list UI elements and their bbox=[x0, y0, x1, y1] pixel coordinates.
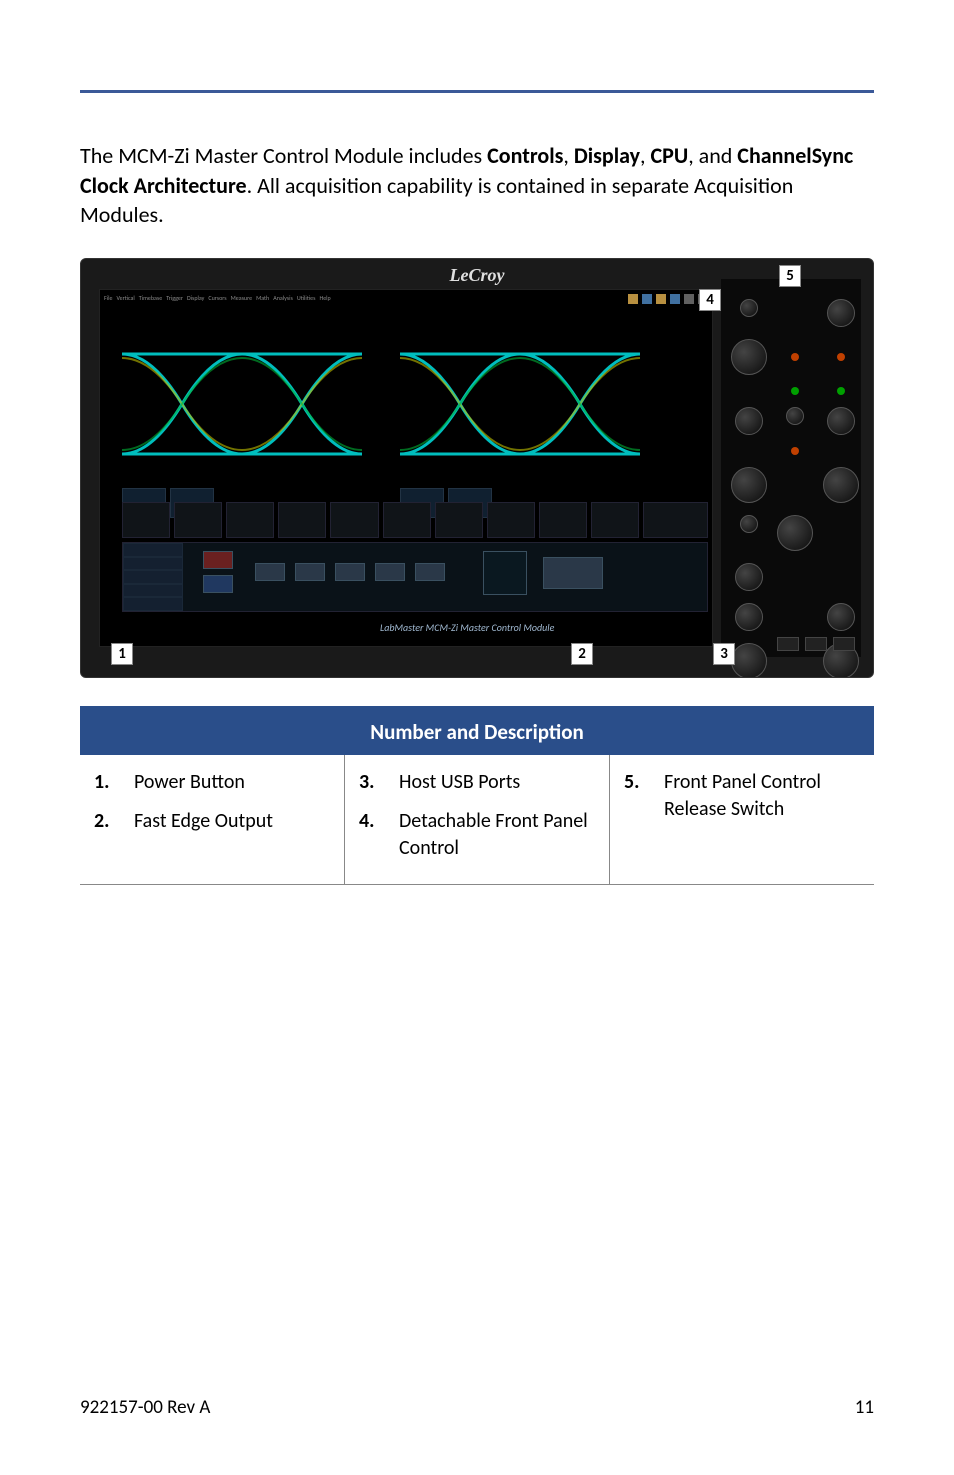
callout-4: 4 bbox=[699, 289, 721, 311]
row-number: 4. bbox=[359, 808, 381, 862]
measurement-row bbox=[122, 502, 708, 538]
callout-3: 3 bbox=[713, 643, 735, 665]
callout-1: 1 bbox=[111, 643, 133, 665]
table-row: 5. Front Panel Control Release Switch bbox=[624, 769, 860, 823]
bottom-config-panel bbox=[122, 542, 708, 612]
intro-bold-3: CPU bbox=[650, 142, 688, 169]
front-panel-button-row bbox=[777, 637, 855, 651]
row-text: Front Panel Control Release Switch bbox=[664, 769, 860, 823]
row-text: Host USB Ports bbox=[399, 769, 520, 796]
row-number: 5. bbox=[624, 769, 646, 823]
front-panel-controls bbox=[721, 279, 861, 657]
header-rule bbox=[80, 90, 874, 93]
brand-label: LeCroy bbox=[450, 265, 505, 286]
callout-2: 2 bbox=[571, 643, 593, 665]
intro-sep-1: , bbox=[563, 142, 573, 169]
intro-paragraph: The MCM-Zi Master Control Module include… bbox=[80, 141, 874, 230]
table-row: 1. Power Button bbox=[94, 769, 330, 796]
row-text: Detachable Front Panel Control bbox=[399, 808, 595, 862]
table-col-1: 1. Power Button 2. Fast Edge Output bbox=[80, 755, 344, 884]
model-label: LabMaster MCM-Zi Master Control Module bbox=[380, 621, 554, 634]
row-number: 3. bbox=[359, 769, 381, 796]
screen-toolbar: FileVerticalTimebaseTriggerDisplayCursor… bbox=[104, 294, 708, 310]
oscilloscope-screen: FileVerticalTimebaseTriggerDisplayCursor… bbox=[99, 289, 713, 647]
intro-sep-2: , bbox=[640, 142, 650, 169]
row-text: Fast Edge Output bbox=[134, 808, 273, 835]
table-header: Number and Description bbox=[80, 709, 874, 755]
table-row: 3. Host USB Ports bbox=[359, 769, 595, 796]
product-figure: LeCroy FileVerticalTimebaseTriggerDispla… bbox=[80, 258, 874, 678]
page-footer: 922157-00 Rev A 11 bbox=[80, 1396, 874, 1419]
table-row: 2. Fast Edge Output bbox=[94, 808, 330, 835]
intro-sep-3: , and bbox=[688, 142, 737, 169]
footer-docnum: 922157-00 Rev A bbox=[80, 1396, 210, 1419]
eye-svg-2 bbox=[400, 334, 640, 474]
intro-text: The MCM-Zi Master Control Module include… bbox=[80, 142, 487, 169]
table-row: 4. Detachable Front Panel Control bbox=[359, 808, 595, 862]
description-table: Number and Description 1. Power Button 2… bbox=[80, 706, 874, 885]
row-text: Power Button bbox=[134, 769, 245, 796]
callout-5: 5 bbox=[779, 265, 801, 287]
intro-bold-1: Controls bbox=[487, 142, 563, 169]
row-number: 2. bbox=[94, 808, 116, 835]
row-number: 1. bbox=[94, 769, 116, 796]
eye-diagram-1 bbox=[122, 334, 362, 474]
eye-svg-1 bbox=[122, 334, 362, 474]
footer-pagenum: 11 bbox=[855, 1396, 874, 1419]
intro-bold-2: Display bbox=[574, 142, 640, 169]
eye-diagram-2 bbox=[400, 334, 640, 474]
table-body: 1. Power Button 2. Fast Edge Output 3. H… bbox=[80, 755, 874, 884]
table-col-2: 3. Host USB Ports 4. Detachable Front Pa… bbox=[344, 755, 609, 884]
table-col-3: 5. Front Panel Control Release Switch bbox=[609, 755, 874, 884]
